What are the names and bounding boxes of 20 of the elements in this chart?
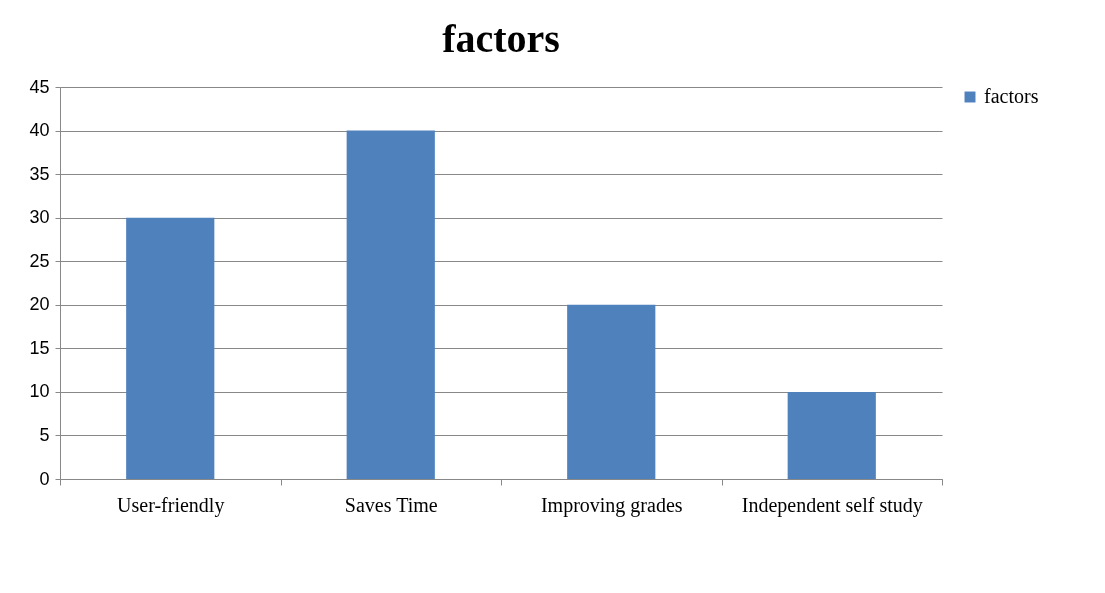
- bar: [346, 130, 435, 479]
- y-tick-label: 20: [29, 294, 50, 315]
- legend-label: factors: [984, 85, 1039, 107]
- y-tick-label: 25: [29, 250, 50, 271]
- x-tick-label: User-friendly: [117, 493, 225, 517]
- x-tick-label: Improving grades: [540, 493, 683, 517]
- y-tick-label: 5: [39, 424, 50, 445]
- bar: [126, 217, 215, 479]
- y-tick-label: 15: [29, 337, 50, 358]
- y-tick-label: 35: [29, 163, 50, 184]
- bar: [567, 304, 656, 479]
- chart-title: factors: [442, 16, 560, 61]
- x-tick-label: Independent self study: [741, 493, 923, 517]
- bar: [787, 391, 876, 479]
- y-tick-label: 45: [29, 76, 50, 97]
- y-tick-label: 30: [29, 207, 50, 228]
- y-tick-label: 0: [39, 468, 50, 489]
- x-tick-label: Saves Time: [344, 493, 438, 516]
- y-tick-label: 40: [29, 120, 50, 141]
- y-tick-label: 10: [29, 381, 50, 402]
